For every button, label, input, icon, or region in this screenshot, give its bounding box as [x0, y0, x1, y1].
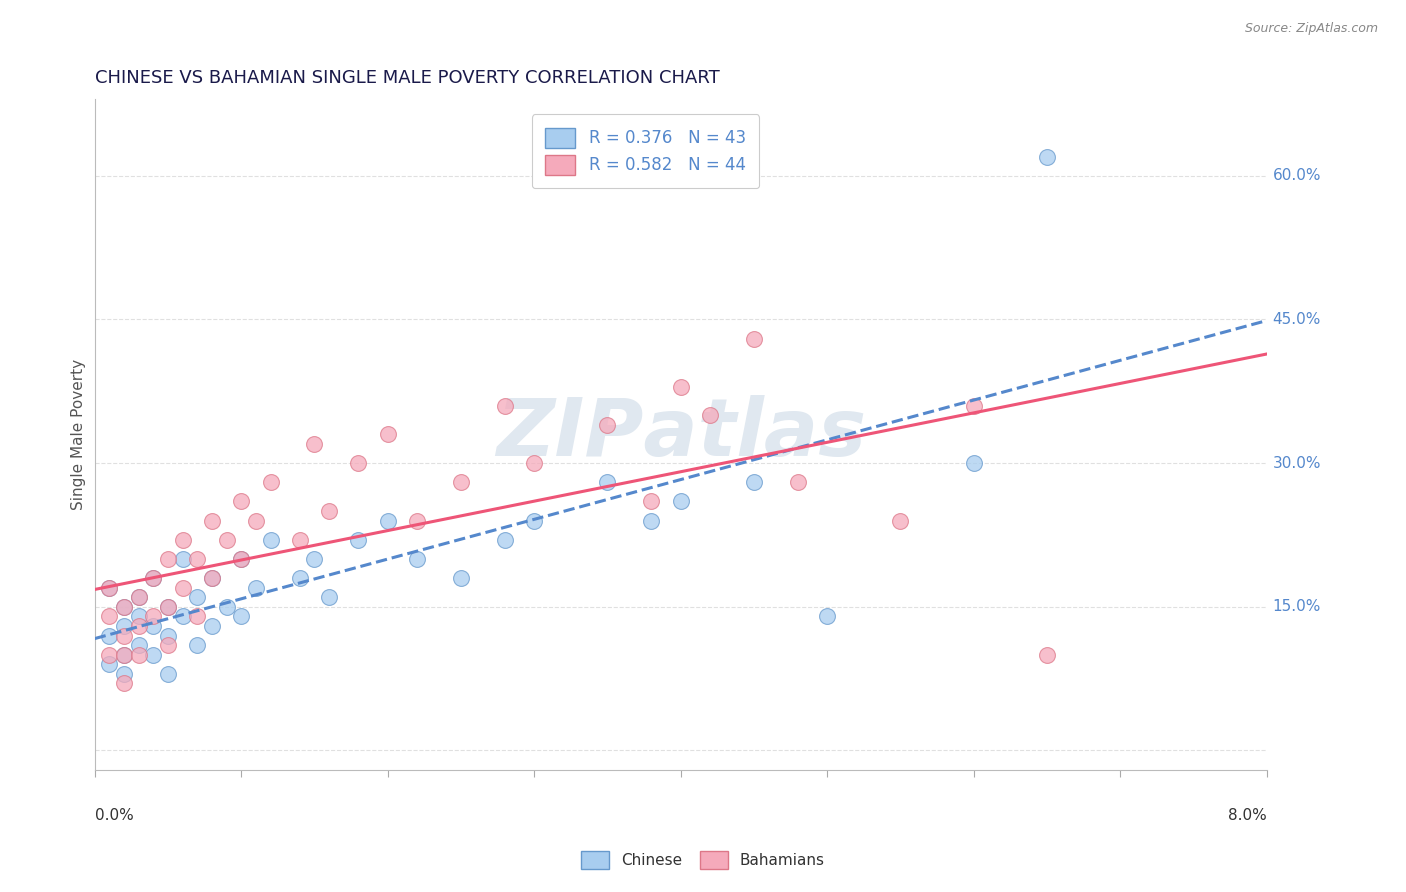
Point: [156, 628, 179, 642]
Point: [156, 638, 179, 652]
Point: [156, 599, 179, 614]
Point: [186, 638, 208, 652]
Point: [406, 514, 429, 528]
Point: [245, 581, 267, 595]
Point: [494, 533, 516, 547]
Point: [128, 638, 150, 652]
Text: ZIP​atlas: ZIP​atlas: [496, 395, 866, 474]
Point: [112, 619, 135, 633]
Point: [142, 571, 165, 585]
Point: [347, 533, 370, 547]
Point: [259, 475, 281, 490]
Text: Source: ZipAtlas.com: Source: ZipAtlas.com: [1244, 22, 1378, 36]
Point: [640, 514, 662, 528]
Point: [318, 591, 340, 605]
Text: 0.0%: 0.0%: [94, 808, 134, 823]
Point: [128, 609, 150, 624]
Point: [815, 609, 838, 624]
Point: [304, 552, 326, 566]
Point: [112, 628, 135, 642]
Point: [231, 552, 253, 566]
Point: [186, 591, 208, 605]
Point: [156, 552, 179, 566]
Point: [215, 599, 238, 614]
Point: [742, 332, 765, 346]
Point: [669, 379, 692, 393]
Point: [231, 552, 253, 566]
Point: [128, 591, 150, 605]
Point: [288, 571, 311, 585]
Point: [128, 648, 150, 662]
Point: [450, 571, 472, 585]
Point: [172, 609, 194, 624]
Point: [889, 514, 911, 528]
Point: [231, 494, 253, 508]
Point: [201, 619, 224, 633]
Point: [201, 571, 224, 585]
Point: [450, 475, 472, 490]
Point: [98, 581, 121, 595]
Point: [215, 533, 238, 547]
Point: [186, 609, 208, 624]
Point: [742, 475, 765, 490]
Point: [963, 399, 986, 413]
Legend: R = 0.376   N = 43, R = 0.582   N = 44: R = 0.376 N = 43, R = 0.582 N = 44: [531, 114, 759, 188]
Point: [669, 494, 692, 508]
Point: [98, 609, 121, 624]
Point: [1036, 150, 1059, 164]
Legend: Chinese, Bahamians: Chinese, Bahamians: [575, 845, 831, 875]
Point: [128, 619, 150, 633]
Point: [172, 581, 194, 595]
Point: [172, 533, 194, 547]
Point: [787, 475, 810, 490]
Point: [699, 409, 721, 423]
Text: 15.0%: 15.0%: [1272, 599, 1322, 615]
Point: [288, 533, 311, 547]
Text: CHINESE VS BAHAMIAN SINGLE MALE POVERTY CORRELATION CHART: CHINESE VS BAHAMIAN SINGLE MALE POVERTY …: [94, 69, 720, 87]
Point: [112, 599, 135, 614]
Point: [494, 399, 516, 413]
Point: [377, 514, 399, 528]
Point: [172, 552, 194, 566]
Point: [231, 609, 253, 624]
Point: [128, 591, 150, 605]
Point: [142, 609, 165, 624]
Point: [142, 571, 165, 585]
Point: [112, 599, 135, 614]
Point: [186, 552, 208, 566]
Text: 60.0%: 60.0%: [1272, 169, 1322, 183]
Point: [112, 648, 135, 662]
Point: [142, 648, 165, 662]
Point: [347, 456, 370, 470]
Point: [318, 504, 340, 518]
Point: [596, 475, 619, 490]
Point: [963, 456, 986, 470]
Text: 8.0%: 8.0%: [1227, 808, 1267, 823]
Point: [112, 676, 135, 690]
Point: [98, 648, 121, 662]
Point: [142, 619, 165, 633]
Point: [112, 666, 135, 681]
Point: [304, 437, 326, 451]
Point: [245, 514, 267, 528]
Text: 30.0%: 30.0%: [1272, 456, 1322, 471]
Point: [98, 657, 121, 672]
Point: [98, 628, 121, 642]
Point: [640, 494, 662, 508]
Point: [201, 514, 224, 528]
Point: [201, 571, 224, 585]
Text: 45.0%: 45.0%: [1272, 312, 1322, 327]
Point: [1036, 648, 1059, 662]
Point: [259, 533, 281, 547]
Point: [98, 581, 121, 595]
Point: [523, 456, 546, 470]
Point: [406, 552, 429, 566]
Point: [156, 666, 179, 681]
Point: [377, 427, 399, 442]
Point: [596, 417, 619, 432]
Y-axis label: Single Male Poverty: Single Male Poverty: [72, 359, 86, 510]
Point: [112, 648, 135, 662]
Point: [156, 599, 179, 614]
Point: [523, 514, 546, 528]
